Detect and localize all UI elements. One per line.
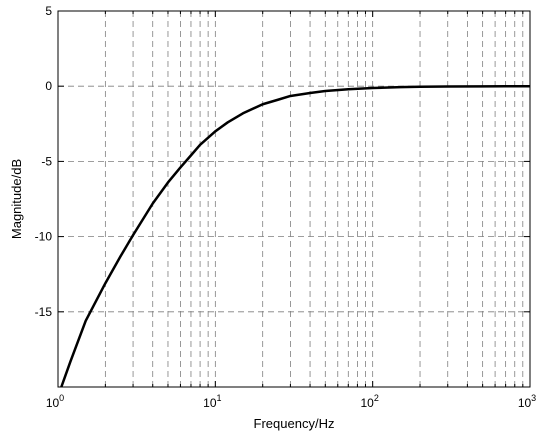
y-tick-label: 0: [45, 79, 52, 93]
x-axis-label: Frequency/Hz: [254, 416, 335, 431]
y-tick-label: -5: [41, 154, 52, 168]
y-tick-label: -10: [35, 230, 53, 244]
x-tick-exponent: 3: [531, 393, 536, 403]
x-tick-base: 10: [203, 396, 217, 410]
series-layer: [60, 84, 530, 388]
x-tick-exponent: 2: [374, 393, 379, 403]
magnitude-line: [60, 84, 530, 388]
grid: [58, 11, 530, 387]
x-tick-base: 10: [46, 396, 60, 410]
y-tick-label: 5: [45, 4, 52, 18]
x-tick-base: 10: [360, 396, 374, 410]
y-axis-label: Magnitude/dB: [9, 159, 24, 239]
x-tick-exponent: 1: [217, 393, 222, 403]
plot-frame: [57, 10, 531, 388]
x-tick-label: 103: [518, 393, 536, 410]
x-tick-base: 10: [518, 396, 532, 410]
y-tick-label: -15: [35, 305, 53, 319]
x-tick-exponent: 0: [59, 393, 64, 403]
x-tick-label: 101: [203, 393, 221, 410]
ticks: [58, 10, 530, 387]
x-tick-label: 102: [360, 393, 378, 410]
x-tick-label: 100: [46, 393, 64, 410]
